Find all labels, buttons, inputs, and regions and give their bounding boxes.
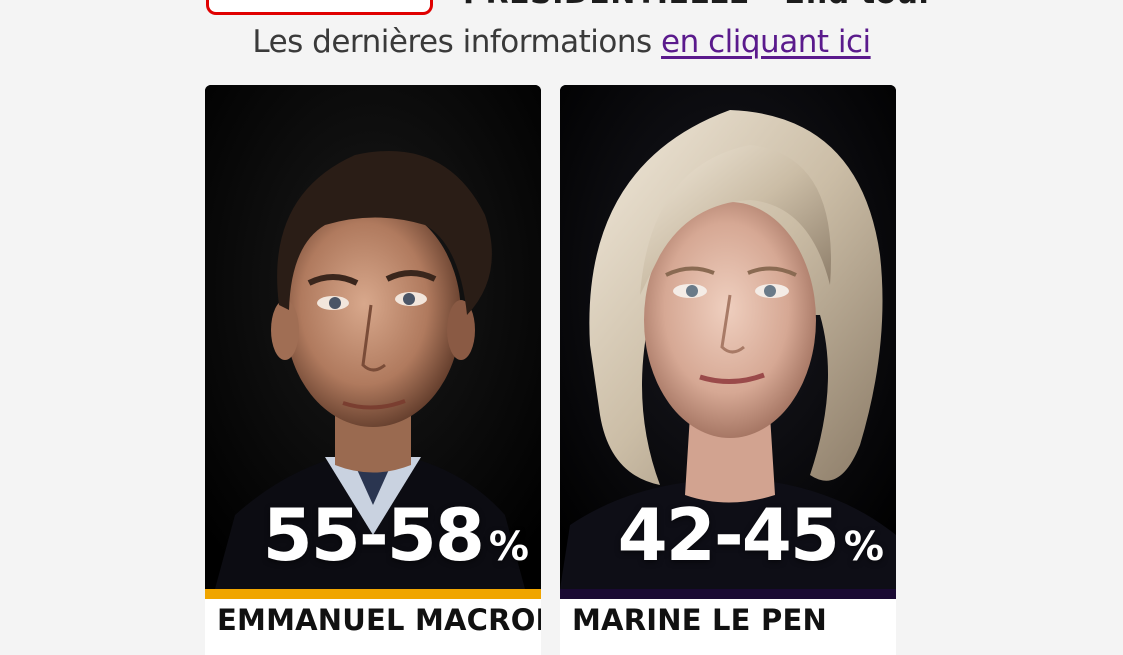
candidate-name: MARINE LE PEN [572, 603, 827, 637]
candidate-portrait-le-pen [560, 85, 896, 589]
candidate-card-macron[interactable]: 55-58% EMMANUEL MACRON [205, 85, 541, 655]
candidate-score-macron: 55-58% [263, 493, 529, 577]
score-unit: % [488, 524, 529, 570]
score-value: 55-58 [262, 493, 485, 577]
candidate-portrait-macron [205, 85, 541, 589]
score-value: 42-45 [617, 493, 840, 577]
score-unit: % [843, 524, 884, 570]
candidate-card-le-pen[interactable]: 42-45% MARINE LE PEN [560, 85, 896, 655]
info-text: Les dernières informations [252, 24, 662, 60]
candidate-name: EMMANUEL MACRON [217, 603, 541, 637]
info-line: Les dernières informations en cliquant i… [0, 24, 1123, 60]
candidate-color-bar [205, 589, 541, 599]
header-logo-box [206, 0, 433, 15]
info-link[interactable]: en cliquant ici [661, 24, 871, 60]
candidate-color-bar [560, 589, 896, 599]
candidate-score-le-pen: 42-45% [618, 493, 884, 577]
candidate-name-panel: MARINE LE PEN [560, 599, 896, 655]
candidate-name-panel: EMMANUEL MACRON [205, 599, 541, 655]
page-title: PRÉSIDENTIELLE - 2nd tour [463, 0, 934, 11]
